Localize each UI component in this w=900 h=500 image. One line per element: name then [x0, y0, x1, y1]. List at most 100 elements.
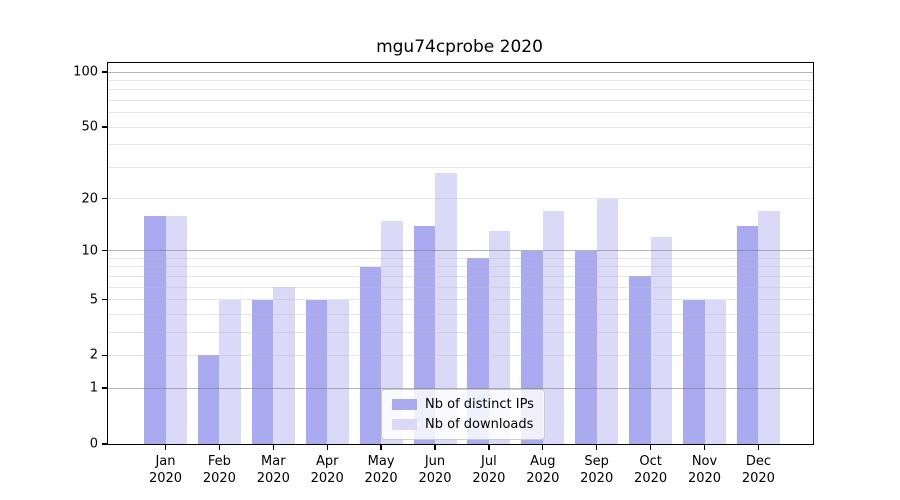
minor-gridline — [108, 275, 813, 277]
bar-distinct-ips — [197, 355, 220, 444]
bar-distinct-ips — [251, 299, 274, 444]
bar-downloads — [273, 287, 295, 444]
y-tick-mark — [102, 250, 108, 252]
x-tick-year: 2020 — [741, 471, 775, 486]
x-tick-label: Sep 2020 — [567, 453, 627, 487]
y-tick-mark — [102, 71, 108, 73]
x-tick-month: Oct — [639, 454, 662, 469]
bar-distinct-ips — [736, 225, 759, 444]
x-tick-mark — [596, 444, 598, 450]
x-tick-mark — [380, 444, 382, 450]
x-tick-year: 2020 — [634, 471, 668, 486]
bar-downloads — [596, 198, 619, 444]
minor-gridline — [108, 126, 813, 128]
y-tick-label: 0 — [89, 436, 98, 452]
bar-downloads — [165, 215, 187, 444]
y-tick-mark — [102, 443, 108, 445]
legend-swatch-distinct-ips — [392, 399, 417, 410]
bar-downloads — [704, 299, 726, 444]
y-tick-mark — [102, 126, 108, 128]
x-tick-month: Apr — [315, 454, 339, 469]
bar-distinct-ips — [683, 299, 705, 444]
y-tick-label: 50 — [81, 119, 98, 135]
x-tick-month: Jun — [424, 454, 446, 469]
x-tick-month: Dec — [745, 454, 771, 469]
x-tick-month: Sep — [584, 454, 609, 469]
y-tick-mark — [102, 354, 108, 357]
x-tick-month: Nov — [691, 454, 718, 469]
x-tick-month: May — [367, 454, 395, 469]
y-tick-label: 2 — [89, 347, 98, 363]
x-tick-month: Aug — [530, 454, 556, 469]
x-tick-mark — [164, 444, 167, 450]
bar-distinct-ips — [629, 276, 651, 444]
x-tick-year: 2020 — [310, 471, 344, 486]
x-tick-mark — [218, 444, 221, 450]
x-tick-mark — [272, 444, 274, 450]
y-tick-label: 10 — [81, 243, 98, 259]
x-tick-month: Jul — [481, 454, 497, 469]
bar-downloads — [219, 299, 241, 444]
x-tick-label: May 2020 — [351, 453, 411, 487]
minor-gridline — [108, 166, 813, 168]
minor-gridline — [108, 198, 813, 200]
y-tick-mark — [102, 298, 108, 301]
minor-gridline — [108, 112, 813, 114]
legend-item-distinct-ips: Nb of distinct IPs — [392, 397, 534, 412]
bar-downloads — [650, 237, 673, 444]
x-tick-year: 2020 — [148, 471, 183, 486]
minor-gridline — [108, 99, 813, 101]
x-tick-label: Jun 2020 — [405, 453, 465, 487]
x-tick-label: Dec 2020 — [728, 453, 788, 487]
minor-gridline — [108, 89, 813, 91]
legend-label-downloads: Nb of downloads — [425, 417, 534, 432]
minor-gridline — [108, 144, 813, 146]
x-tick-mark — [326, 444, 328, 450]
plot-area: 0 1 2 5 10 20 50 100 Jan 2020 Feb 2020 Mar 2020 Apr 20… — [73, 62, 814, 486]
major-gridline — [108, 250, 813, 252]
y-tick-label: 5 — [89, 292, 98, 308]
x-tick-label: Feb 2020 — [189, 453, 249, 487]
x-tick-year: 2020 — [202, 471, 236, 486]
y-tick-label: 20 — [81, 191, 98, 207]
minor-gridline — [108, 266, 813, 268]
y-tick-label: 1 — [89, 380, 98, 396]
bar-downloads — [758, 211, 780, 444]
bar-downloads — [542, 211, 565, 444]
bar-downloads — [435, 172, 457, 444]
x-tick-label: Jan 2020 — [136, 453, 196, 487]
bar-distinct-ips — [359, 266, 382, 444]
x-tick-mark — [434, 444, 436, 450]
legend-item-downloads: Nb of downloads — [392, 417, 534, 432]
x-tick-mark — [757, 444, 760, 450]
minor-gridline — [108, 79, 813, 81]
x-tick-label: Mar 2020 — [243, 453, 303, 487]
x-tick-year: 2020 — [580, 471, 614, 486]
legend-swatch-downloads — [392, 419, 417, 430]
x-tick-label: Oct 2020 — [621, 453, 681, 487]
x-tick-year: 2020 — [364, 471, 398, 486]
x-tick-month: Mar — [261, 454, 286, 469]
x-tick-mark — [488, 444, 490, 450]
y-tick-mark — [102, 387, 108, 389]
x-tick-mark — [649, 444, 652, 450]
minor-gridline — [108, 257, 813, 259]
x-tick-year: 2020 — [687, 471, 722, 486]
x-tick-label: Jul 2020 — [459, 453, 519, 487]
x-tick-year: 2020 — [256, 471, 290, 486]
x-tick-mark — [703, 444, 706, 450]
bar-downloads — [327, 299, 349, 444]
x-tick-month: Jan — [155, 454, 176, 469]
x-tick-label: Apr 2020 — [297, 453, 357, 487]
minor-gridline — [108, 286, 813, 288]
y-tick-mark — [102, 197, 108, 200]
bar-distinct-ips — [144, 215, 166, 444]
chart-title: mgu74cprobe 2020 — [376, 37, 543, 57]
x-tick-year: 2020 — [526, 471, 560, 486]
x-tick-year: 2020 — [418, 471, 452, 486]
bar-distinct-ips — [305, 299, 328, 444]
x-tick-month: Feb — [207, 454, 231, 469]
x-tick-label: Aug 2020 — [513, 453, 573, 487]
legend: Nb of distinct IPs Nb of downloads — [381, 389, 545, 440]
